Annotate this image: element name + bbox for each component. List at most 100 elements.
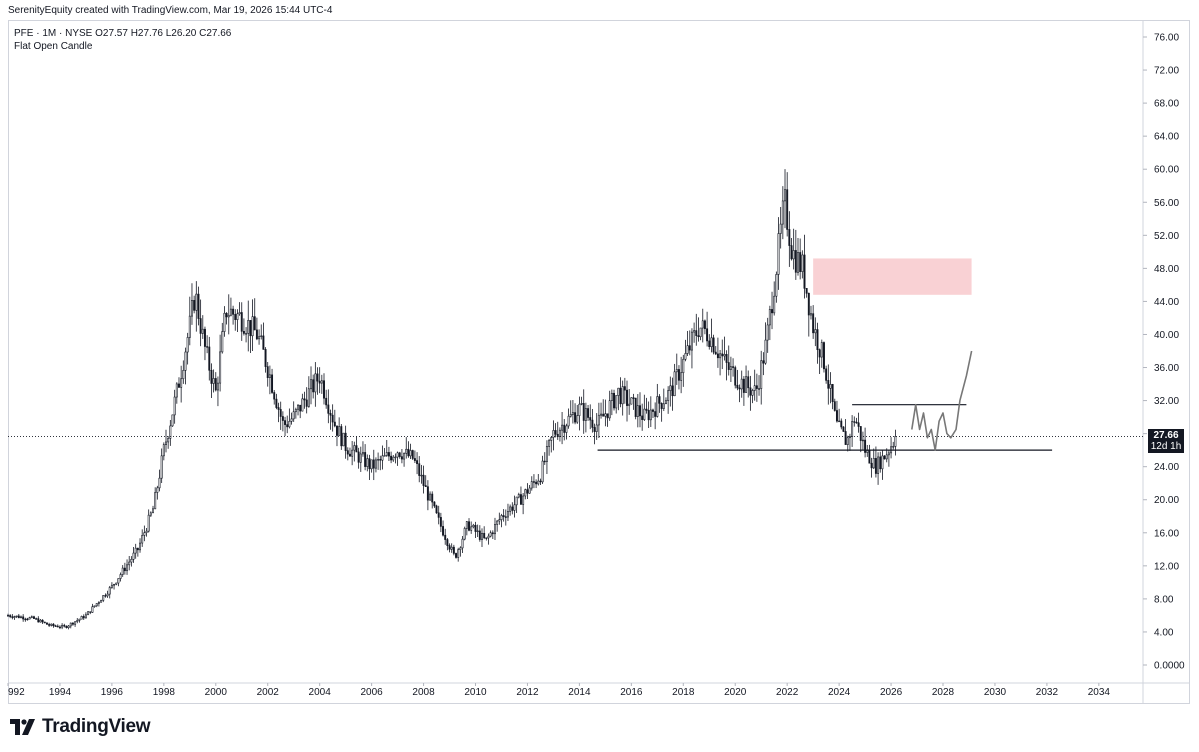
candle-body xyxy=(156,487,159,493)
candle xyxy=(874,446,877,478)
candle-body xyxy=(435,505,438,514)
candle xyxy=(171,414,174,427)
candle-body xyxy=(701,320,704,329)
candle-body xyxy=(95,603,98,607)
candle-body xyxy=(387,452,390,457)
candle-body xyxy=(545,446,548,462)
candle xyxy=(212,369,215,393)
candle-body xyxy=(24,618,27,621)
candle-body xyxy=(242,331,245,334)
candle xyxy=(318,367,321,394)
candle xyxy=(561,412,564,445)
candle xyxy=(552,420,555,451)
candle-body xyxy=(394,456,397,459)
candle xyxy=(539,478,542,486)
candle-body xyxy=(212,378,215,384)
candle-body xyxy=(563,424,566,433)
candle xyxy=(658,394,661,413)
candle xyxy=(877,452,880,485)
price-tick-label: 16.00 xyxy=(1154,528,1179,539)
candle-body xyxy=(788,229,791,246)
candle-body xyxy=(405,448,408,454)
candle-body xyxy=(749,387,752,396)
candle xyxy=(219,334,222,392)
candle-body xyxy=(184,351,187,371)
candle-body xyxy=(742,378,745,393)
symbol-ohlc-legend[interactable]: PFE · 1M · NYSE O27.57 H27.76 L26.20 C27… xyxy=(14,28,232,39)
candle xyxy=(660,402,663,422)
candle xyxy=(645,397,648,414)
candle xyxy=(465,521,468,536)
candle-body xyxy=(476,530,479,533)
candle xyxy=(336,425,338,447)
candle xyxy=(690,328,693,369)
candle xyxy=(180,365,183,403)
candle xyxy=(126,559,129,575)
candle xyxy=(526,483,529,500)
candle xyxy=(550,436,553,453)
candle-body xyxy=(106,593,109,597)
candle xyxy=(543,452,546,465)
candle-body xyxy=(61,624,64,628)
candle xyxy=(80,615,83,620)
candle xyxy=(115,582,118,586)
candle-body xyxy=(437,512,440,518)
candle-body xyxy=(108,587,111,595)
candle xyxy=(797,237,799,276)
candle xyxy=(472,523,475,529)
candle-body xyxy=(149,512,152,516)
candle-body xyxy=(368,458,371,470)
candle xyxy=(357,447,360,469)
time-tick-label: 2006 xyxy=(360,687,383,698)
candle xyxy=(359,446,362,472)
candle-body xyxy=(35,618,38,620)
candle xyxy=(764,322,767,365)
candle-body xyxy=(126,564,129,572)
candle xyxy=(139,538,141,553)
candle xyxy=(37,616,40,623)
candle xyxy=(604,399,607,427)
candle xyxy=(426,480,429,511)
candle xyxy=(310,366,312,405)
candle xyxy=(314,362,317,407)
price-tick-label: 64.00 xyxy=(1154,132,1179,143)
candle-body xyxy=(240,312,243,332)
candle xyxy=(736,369,739,391)
candle xyxy=(123,562,126,575)
candle xyxy=(152,505,154,514)
candle xyxy=(236,309,239,333)
candle xyxy=(519,486,522,505)
time-tick-label: 2026 xyxy=(880,687,903,698)
candle xyxy=(264,347,267,373)
candle xyxy=(227,294,230,335)
chart-frame xyxy=(8,20,1190,704)
indicator-legend[interactable]: Flat Open Candle xyxy=(14,41,93,52)
candle-body xyxy=(595,424,598,432)
candle xyxy=(714,346,717,356)
candle-body xyxy=(229,308,232,316)
price-tick-label: 20.00 xyxy=(1154,495,1179,506)
candle xyxy=(422,465,425,494)
candle-body xyxy=(887,452,890,456)
candle-body xyxy=(290,418,293,422)
candle xyxy=(245,327,248,343)
candle-body xyxy=(881,455,884,470)
candle xyxy=(725,350,728,381)
candle xyxy=(474,521,477,538)
tradingview-logo[interactable]: TradingView xyxy=(10,716,151,738)
candle xyxy=(500,513,503,528)
candle xyxy=(420,464,423,484)
candle xyxy=(511,502,514,515)
candle xyxy=(831,383,834,410)
candle xyxy=(58,625,61,630)
candle xyxy=(641,403,644,431)
candle xyxy=(307,376,310,408)
time-tick-label: 2022 xyxy=(776,687,799,698)
candle xyxy=(721,339,724,370)
candle xyxy=(593,423,596,445)
candle xyxy=(320,374,323,394)
candle-body xyxy=(100,600,103,603)
candle-body xyxy=(855,421,858,424)
candle-body xyxy=(331,414,334,423)
